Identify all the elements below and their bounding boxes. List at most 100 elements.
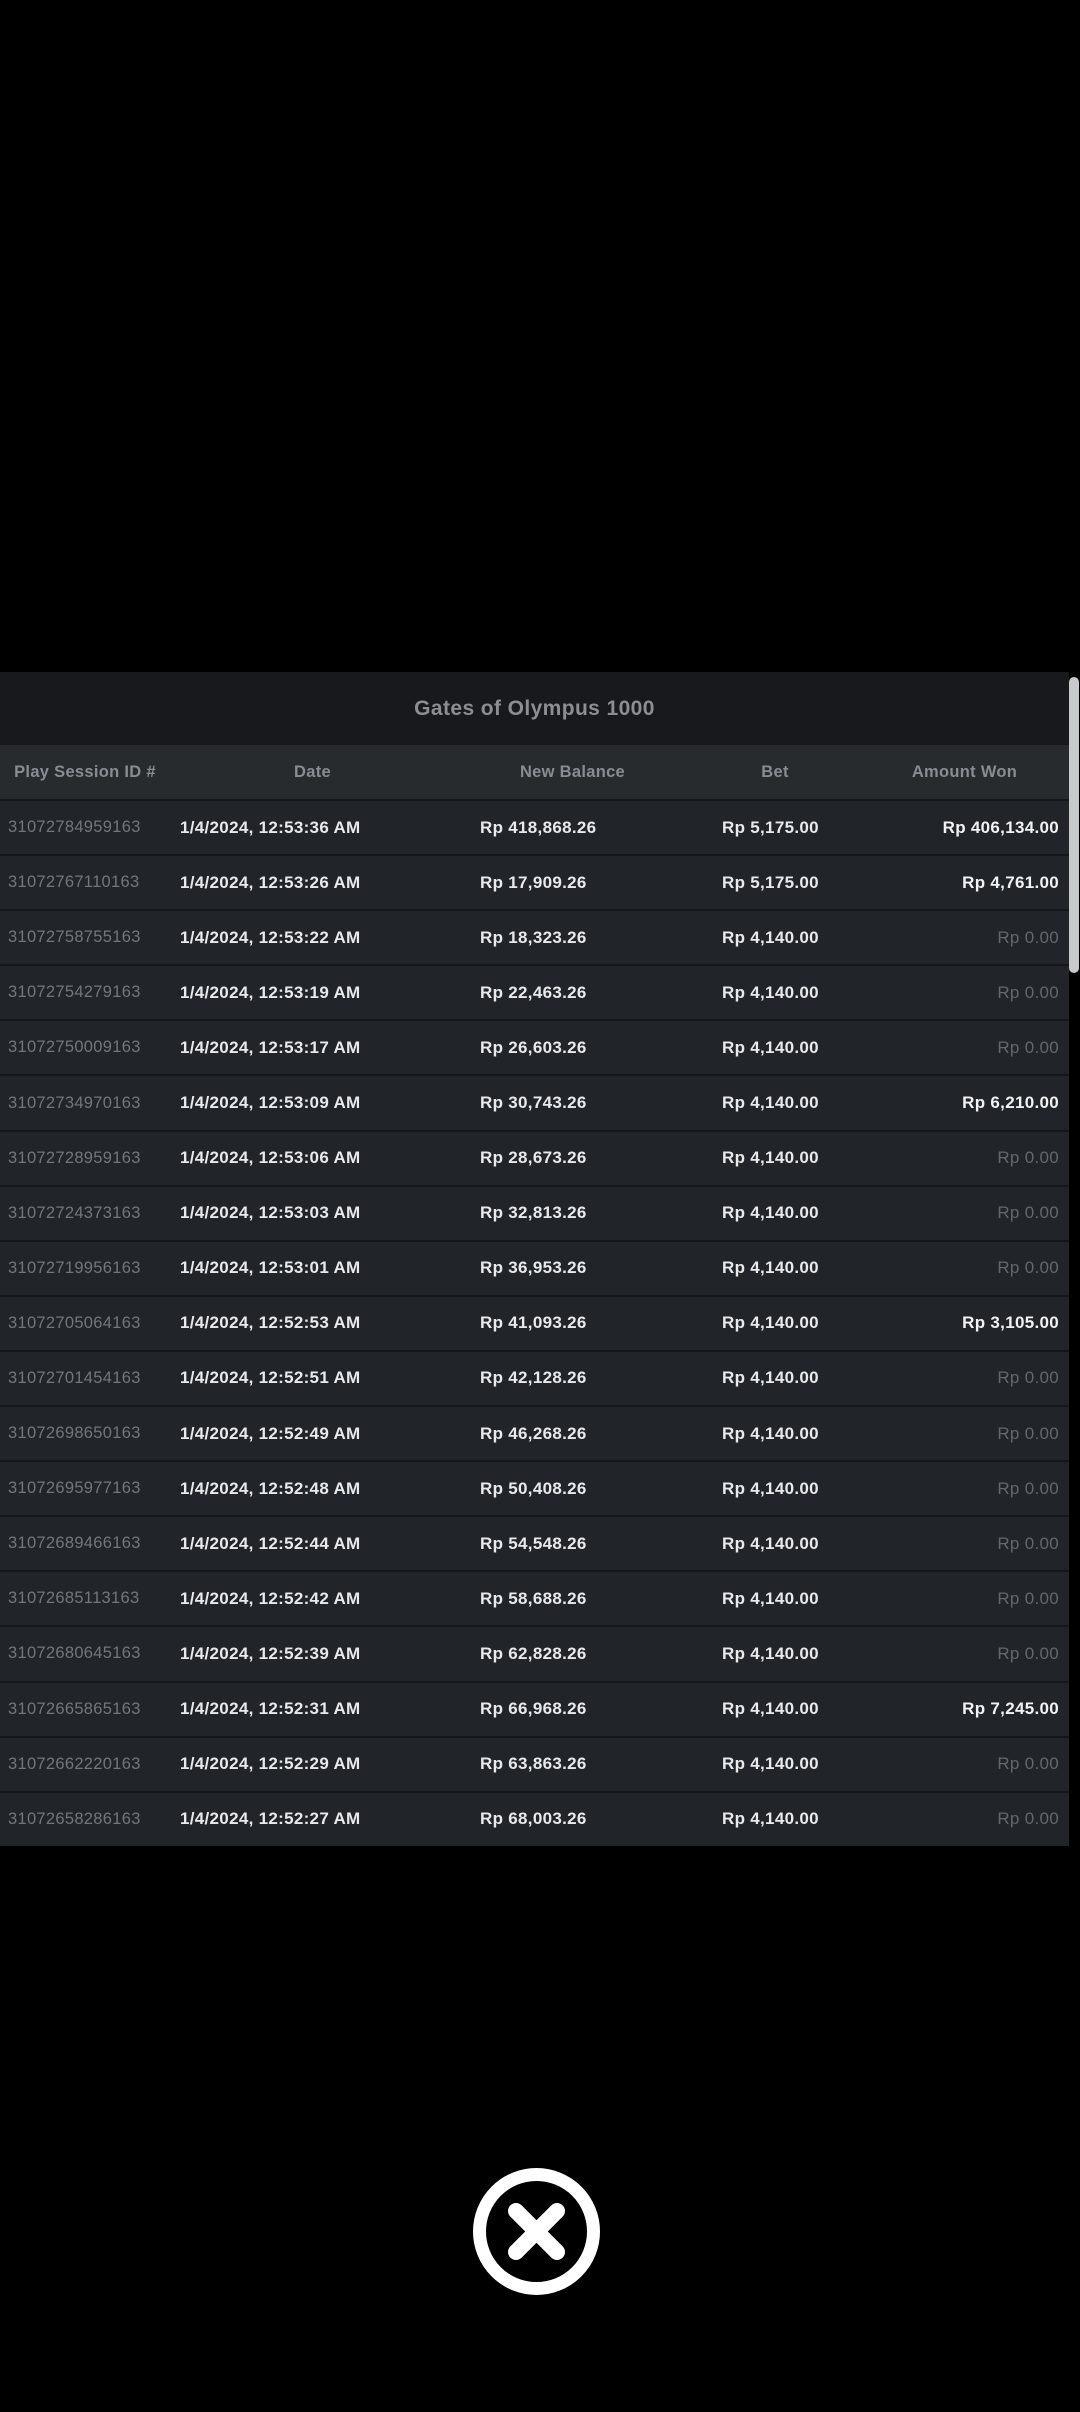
cell-date: 1/4/2024, 12:53:26 AM [180,872,361,892]
table-row: 31072728959163 1/4/2024, 12:53:06 AM Rp … [0,1129,1069,1185]
cell-bet: Rp 5,175.00 [722,817,819,837]
table-row: 31072695977163 1/4/2024, 12:52:48 AM Rp … [0,1460,1069,1516]
cell-session-id: 31072698650163 [8,1424,141,1443]
column-header-amount-won: Amount Won [911,762,1018,781]
cell-bet: Rp 4,140.00 [722,1588,819,1608]
cell-bet: Rp 4,140.00 [722,1478,819,1498]
cell-bet: Rp 4,140.00 [722,1258,819,1278]
cell-session-id: 31072719956163 [8,1258,141,1277]
cell-date: 1/4/2024, 12:53:01 AM [180,1258,361,1278]
cell-amount-won: Rp 0.00 [997,1258,1059,1278]
cell-bet: Rp 4,140.00 [722,1148,819,1168]
table-row: 31072665865163 1/4/2024, 12:52:31 AM Rp … [0,1680,1069,1736]
cell-session-id: 31072665865163 [8,1699,141,1718]
cell-date: 1/4/2024, 12:53:36 AM [180,817,361,837]
cell-amount-won: Rp 3,105.00 [962,1313,1059,1333]
cell-date: 1/4/2024, 12:53:19 AM [180,982,361,1002]
cell-new-balance: Rp 17,909.26 [480,872,587,892]
cell-session-id: 31072689466163 [8,1534,141,1553]
cell-bet: Rp 4,140.00 [722,1809,819,1829]
table-row: 31072685113163 1/4/2024, 12:52:42 AM Rp … [0,1570,1069,1626]
table-row: 31072658286163 1/4/2024, 12:52:27 AM Rp … [0,1790,1069,1846]
cell-bet: Rp 4,140.00 [722,1533,819,1553]
table-body[interactable]: 31072784959163 1/4/2024, 12:53:36 AM Rp … [0,799,1069,1846]
cell-amount-won: Rp 4,761.00 [962,872,1059,892]
cell-bet: Rp 4,140.00 [722,1754,819,1774]
cell-date: 1/4/2024, 12:52:53 AM [180,1313,361,1333]
cell-session-id: 31072758755163 [8,928,141,947]
close-x-circle-icon [472,2167,601,2296]
cell-new-balance: Rp 32,813.26 [480,1203,587,1223]
cell-amount-won: Rp 0.00 [997,982,1059,1002]
cell-new-balance: Rp 50,408.26 [480,1478,587,1498]
cell-date: 1/4/2024, 12:53:03 AM [180,1203,361,1223]
cell-date: 1/4/2024, 12:53:22 AM [180,927,361,947]
cell-amount-won: Rp 7,245.00 [962,1699,1059,1719]
column-header-date: Date [294,762,331,781]
panel-titlebar: Gates of Olympus 1000 [0,672,1069,745]
cell-bet: Rp 4,140.00 [722,927,819,947]
cell-amount-won: Rp 6,210.00 [962,1093,1059,1113]
cell-amount-won: Rp 0.00 [997,1368,1059,1388]
table-row: 31072698650163 1/4/2024, 12:52:49 AM Rp … [0,1405,1069,1461]
cell-session-id: 31072734970163 [8,1093,141,1112]
cell-bet: Rp 4,140.00 [722,1093,819,1113]
cell-session-id: 31072750009163 [8,1038,141,1057]
table-row: 31072705064163 1/4/2024, 12:52:53 AM Rp … [0,1294,1069,1350]
close-button[interactable] [472,2167,601,2296]
table-row: 31072662220163 1/4/2024, 12:52:29 AM Rp … [0,1735,1069,1791]
cell-session-id: 31072680645163 [8,1644,141,1663]
cell-session-id: 31072724373163 [8,1203,141,1222]
table-row: 31072784959163 1/4/2024, 12:53:36 AM Rp … [0,799,1069,855]
cell-bet: Rp 4,140.00 [722,1037,819,1057]
cell-bet: Rp 4,140.00 [722,1643,819,1663]
cell-amount-won: Rp 0.00 [997,1809,1059,1829]
cell-amount-won: Rp 0.00 [997,1423,1059,1443]
cell-session-id: 31072701454163 [8,1368,141,1387]
cell-new-balance: Rp 68,003.26 [480,1809,587,1829]
cell-new-balance: Rp 46,268.26 [480,1423,587,1443]
table-row: 31072689466163 1/4/2024, 12:52:44 AM Rp … [0,1515,1069,1571]
cell-bet: Rp 4,140.00 [722,1203,819,1223]
table-row: 31072719956163 1/4/2024, 12:53:01 AM Rp … [0,1239,1069,1295]
table-row: 31072758755163 1/4/2024, 12:53:22 AM Rp … [0,909,1069,965]
cell-new-balance: Rp 18,323.26 [480,927,587,947]
table-row: 31072680645163 1/4/2024, 12:52:39 AM Rp … [0,1625,1069,1681]
play-history-panel: Gates of Olympus 1000 Play Session ID # … [0,672,1069,1846]
cell-session-id: 31072695977163 [8,1479,141,1498]
cell-date: 1/4/2024, 12:52:49 AM [180,1423,361,1443]
cell-new-balance: Rp 58,688.26 [480,1588,587,1608]
cell-bet: Rp 4,140.00 [722,982,819,1002]
cell-date: 1/4/2024, 12:52:27 AM [180,1809,361,1829]
column-header-session-id: Play Session ID # [14,762,156,781]
cell-date: 1/4/2024, 12:52:51 AM [180,1368,361,1388]
cell-new-balance: Rp 66,968.26 [480,1699,587,1719]
table-row: 31072734970163 1/4/2024, 12:53:09 AM Rp … [0,1074,1069,1130]
cell-date: 1/4/2024, 12:53:17 AM [180,1037,361,1057]
cell-date: 1/4/2024, 12:52:29 AM [180,1754,361,1774]
cell-date: 1/4/2024, 12:52:31 AM [180,1699,361,1719]
cell-new-balance: Rp 62,828.26 [480,1643,587,1663]
cell-amount-won: Rp 0.00 [997,1203,1059,1223]
cell-amount-won: Rp 0.00 [997,1478,1059,1498]
cell-new-balance: Rp 63,863.26 [480,1754,587,1774]
table-header-row: Play Session ID # Date New Balance Bet A… [0,745,1069,799]
cell-date: 1/4/2024, 12:53:09 AM [180,1093,361,1113]
cell-session-id: 31072754279163 [8,983,141,1002]
cell-new-balance: Rp 41,093.26 [480,1313,587,1333]
cell-date: 1/4/2024, 12:52:42 AM [180,1588,361,1608]
cell-amount-won: Rp 0.00 [997,1643,1059,1663]
cell-bet: Rp 4,140.00 [722,1423,819,1443]
cell-new-balance: Rp 36,953.26 [480,1258,587,1278]
cell-session-id: 31072658286163 [8,1809,141,1828]
cell-session-id: 31072784959163 [8,818,141,837]
cell-session-id: 31072685113163 [8,1589,140,1608]
cell-date: 1/4/2024, 12:52:48 AM [180,1478,361,1498]
scrollbar-thumb[interactable] [1069,677,1079,973]
cell-bet: Rp 4,140.00 [722,1313,819,1333]
cell-session-id: 31072728959163 [8,1148,141,1167]
column-header-bet: Bet [761,762,789,781]
cell-new-balance: Rp 30,743.26 [480,1093,587,1113]
cell-amount-won: Rp 0.00 [997,1754,1059,1774]
cell-amount-won: Rp 406,134.00 [942,817,1059,837]
